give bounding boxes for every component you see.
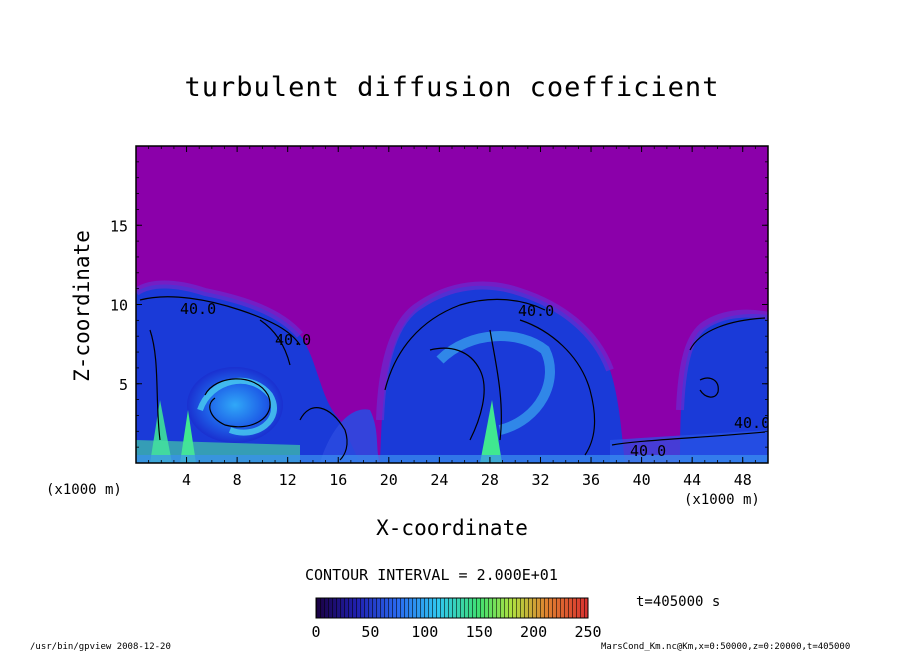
x-tick-label: 48 (734, 471, 752, 489)
y-tick-label: 15 (110, 217, 128, 235)
y-axis-label: Z-coordinate (70, 230, 94, 382)
contour-interval-label: CONTOUR INTERVAL = 2.000E+01 (305, 566, 558, 584)
y-tick-label: 10 (110, 297, 128, 315)
colorbar-tick-label: 100 (411, 623, 438, 641)
x-tick-label: 20 (380, 471, 398, 489)
chart-title: turbulent diffusion coefficient (184, 72, 720, 103)
contour-label: 40.0 (518, 302, 554, 320)
contour-label: 40.0 (275, 331, 311, 349)
colorbar-tick-label: 150 (466, 623, 493, 641)
colorbar-tick-label: 200 (520, 623, 547, 641)
colorbar-tick-label: 50 (361, 623, 379, 641)
contour-label: 40.0 (180, 300, 216, 318)
x-unit-label-right: (x1000 m) (684, 492, 760, 508)
y-tick-label: 5 (119, 376, 128, 394)
x-tick-label: 44 (683, 471, 701, 489)
x-tick-label: 16 (329, 471, 347, 489)
x-tick-label: 8 (233, 471, 242, 489)
x-axis-ticks: 4 8 12 16 20 24 28 32 36 40 44 48 (135, 146, 769, 489)
plume-left-halo (136, 280, 304, 338)
colorbar-tick-label: 250 (574, 623, 601, 641)
x-tick-label: 32 (531, 471, 549, 489)
plume-right (680, 313, 768, 463)
x-tick-label: 28 (481, 471, 499, 489)
contour-label: 40.0 (630, 442, 666, 460)
heatmap-field: 40.0 40.0 40.0 40.0 40.0 (136, 146, 770, 463)
x-unit-label-left: (x1000 m) (46, 482, 122, 498)
plume-middle (380, 285, 625, 463)
time-label: t=405000 s (636, 594, 721, 610)
x-tick-label: 40 (633, 471, 651, 489)
contour-lines (139, 296, 766, 461)
x-axis-label: X-coordinate (376, 516, 528, 540)
x-tick-label: 4 (182, 471, 191, 489)
contour-labels: 40.0 40.0 40.0 40.0 40.0 (180, 300, 770, 460)
x-tick-label: 36 (582, 471, 600, 489)
contour-label: 40.0 (734, 414, 770, 432)
colorbar-tick-label: 0 (311, 623, 320, 641)
x-tick-label: 12 (279, 471, 297, 489)
x-tick-label: 24 (430, 471, 448, 489)
colorbar-ticks: 0 50 100 150 200 250 (311, 623, 601, 641)
footer-right: MarsCond_Km.nc@Km,x=0:50000,z=0:20000,t=… (601, 642, 851, 652)
footer-left: /usr/bin/gpview 2008-12-20 (30, 642, 171, 652)
y-axis-ticks: 5 10 15 (110, 145, 768, 464)
